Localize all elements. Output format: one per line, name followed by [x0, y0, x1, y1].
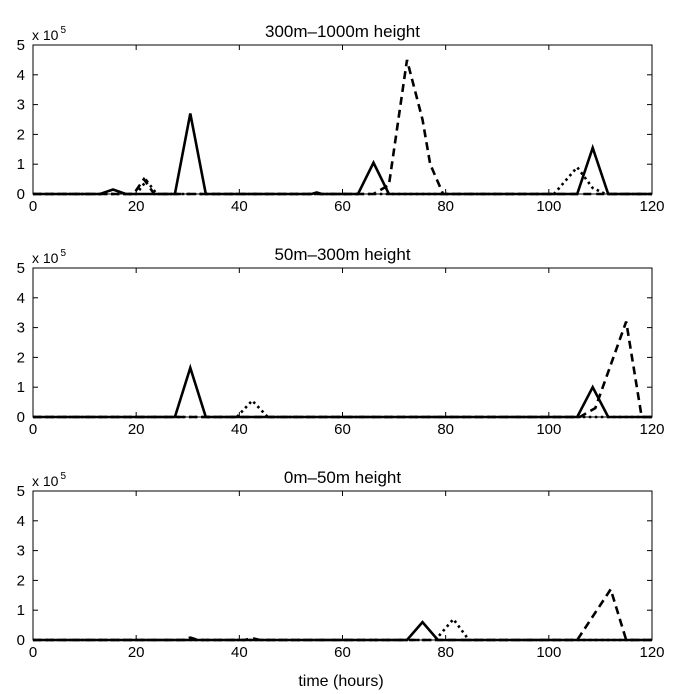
series-line-dashed	[33, 321, 652, 419]
y-tick-label: 3	[17, 543, 25, 560]
y-tick-label: 0	[17, 632, 25, 649]
x-tick-label: 0	[29, 421, 37, 438]
y-tick-label: 5	[17, 37, 25, 54]
y-multiplier-label: x 10 5	[32, 471, 66, 489]
y-tick-label: 3	[17, 97, 25, 114]
x-tick-label: 120	[639, 644, 664, 661]
x-tick-label: 40	[231, 198, 248, 215]
x-tick-label: 20	[128, 644, 145, 661]
chart-panel-2: 50m–300m height x 10 5 0 20 40 60 80 100 120 0 1 2 3 4…	[17, 245, 665, 438]
y-tick-label: 2	[17, 126, 25, 143]
x-tick-label: 40	[231, 644, 248, 661]
chart-title: 300m–1000m height	[265, 22, 420, 41]
x-tick-label: 100	[536, 644, 561, 661]
series-line-dotted	[33, 617, 652, 642]
y-tick-label: 0	[17, 186, 25, 203]
y-tick-label: 1	[17, 602, 25, 619]
x-tick-label: 120	[639, 198, 664, 215]
series-line-solid	[33, 113, 652, 196]
y-tick-label: 3	[17, 320, 25, 337]
x-tick-label: 60	[334, 421, 351, 438]
x-tick-label: 80	[437, 421, 454, 438]
plot-frame	[32, 490, 653, 641]
y-tick-label: 2	[17, 572, 25, 589]
x-tick-label: 40	[231, 421, 248, 438]
y-tick-label: 1	[17, 156, 25, 173]
x-tick-label: 0	[29, 644, 37, 661]
y-tick-label: 4	[17, 513, 25, 530]
x-tick-label: 20	[128, 198, 145, 215]
y-multiplier-label: x 10 5	[32, 248, 66, 266]
y-multiplier-label: x 10 5	[32, 25, 66, 43]
y-tick-label: 1	[17, 379, 25, 396]
y-tick-label: 4	[17, 67, 25, 84]
plot-frame	[32, 267, 653, 418]
x-tick-label: 60	[334, 198, 351, 215]
series-line-dashed	[33, 59, 652, 196]
x-tick-label: 20	[128, 421, 145, 438]
series-line-dashed	[33, 586, 652, 642]
chart-title: 0m–50m height	[284, 468, 401, 487]
y-tick-label: 0	[17, 409, 25, 426]
x-tick-label: 120	[639, 421, 664, 438]
chart-panel-3: 0m–50m height x 10 5 0 20 40 60 80 100 120 0 1 2 3 4 5	[17, 468, 665, 661]
y-tick-label: 2	[17, 349, 25, 366]
x-tick-label: 80	[437, 198, 454, 215]
x-tick-label: 0	[29, 198, 37, 215]
x-tick-label: 100	[536, 421, 561, 438]
y-tick-label: 4	[17, 290, 25, 307]
chart-panel-1: 300m–1000m height x 10 5 0 20 40 60 80 100 120 0 1 2…	[17, 22, 665, 215]
y-tick-label: 5	[17, 483, 25, 500]
series-line-dotted	[33, 165, 652, 196]
x-tick-label: 60	[334, 644, 351, 661]
plot-frame	[32, 44, 653, 195]
y-tick-label: 5	[17, 260, 25, 277]
x-tick-label: 100	[536, 198, 561, 215]
series-line-solid	[33, 363, 652, 419]
chart-title: 50m–300m height	[274, 245, 410, 264]
x-axis-label: time (hours)	[298, 673, 383, 690]
x-tick-label: 80	[437, 644, 454, 661]
